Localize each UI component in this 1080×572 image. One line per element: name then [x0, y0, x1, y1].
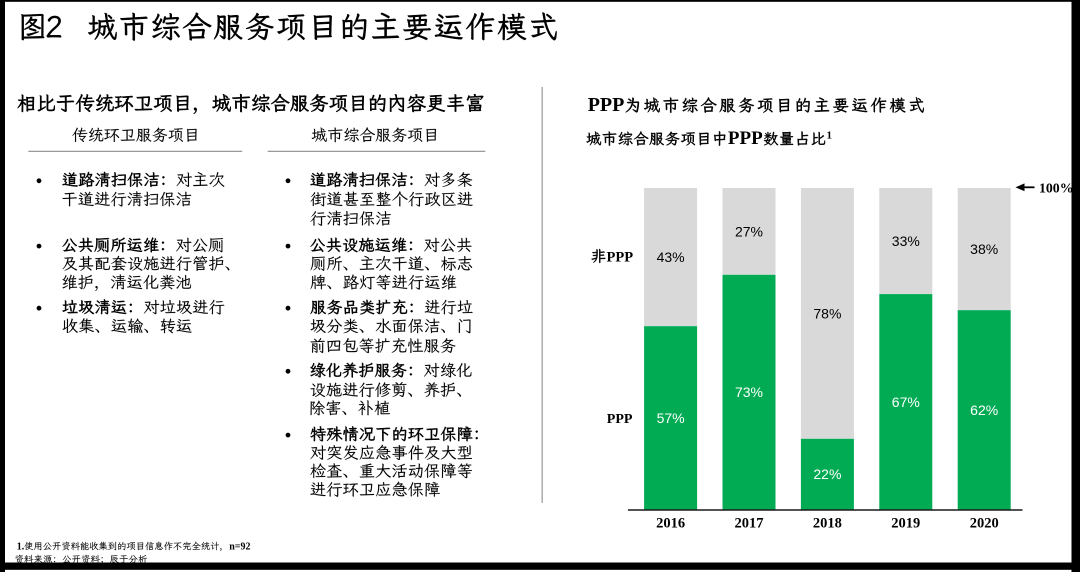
svg-text:57%: 57%	[657, 410, 685, 426]
svg-text:2016: 2016	[656, 516, 685, 532]
svg-text:1.: 1.	[17, 541, 25, 552]
svg-text:33%: 33%	[892, 233, 920, 249]
svg-text:27%: 27%	[735, 223, 763, 239]
svg-text:1: 1	[827, 130, 833, 142]
svg-text:n=92: n=92	[229, 541, 250, 552]
svg-text:PPP: PPP	[607, 249, 634, 265]
svg-text:67%: 67%	[892, 394, 920, 410]
svg-text:62%: 62%	[970, 402, 998, 418]
svg-text:2017: 2017	[735, 516, 764, 532]
svg-text:43%: 43%	[657, 249, 685, 265]
svg-text:PPP: PPP	[728, 128, 763, 149]
svg-text:2020: 2020	[970, 516, 999, 532]
svg-text:73%: 73%	[735, 384, 763, 400]
svg-text:2018: 2018	[813, 516, 842, 532]
svg-text:PPP: PPP	[607, 412, 633, 427]
svg-text:38%: 38%	[970, 241, 998, 257]
svg-text:2019: 2019	[891, 516, 920, 532]
svg-text:100%: 100%	[1039, 180, 1074, 195]
svg-text:78%: 78%	[813, 305, 841, 321]
svg-text:22%: 22%	[813, 466, 841, 482]
svg-text:PPP: PPP	[588, 94, 625, 116]
